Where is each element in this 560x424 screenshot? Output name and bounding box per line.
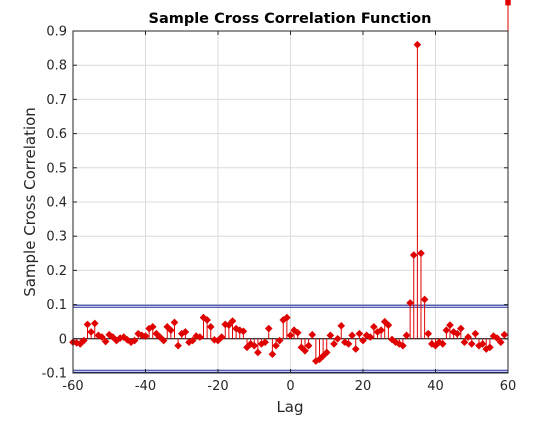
stem-marker	[457, 324, 465, 333]
stem-marker	[101, 337, 110, 346]
y-tick-label: 0.9	[46, 25, 67, 40]
y-tick-label: 0.1	[46, 298, 67, 313]
x-tick-label: -40	[135, 379, 156, 394]
y-tick-label: 0.7	[46, 93, 67, 108]
stem-marker	[344, 340, 353, 348]
stem-marker	[337, 321, 346, 330]
stem-marker	[80, 336, 88, 345]
stem-marker	[500, 330, 509, 339]
axis-ticks: -60 -40 -20 0 20 40 60 -0.1 0 0.1 0.2 0.3 0.4 0.5 0.6 0…	[42, 25, 517, 395]
stem-marker	[239, 327, 248, 336]
stem-marker	[322, 348, 331, 357]
stem-marker	[417, 249, 425, 258]
stem-marker	[446, 321, 454, 329]
y-tick-label: 0.4	[46, 196, 67, 211]
stem-marker	[453, 329, 462, 338]
stem-marker	[420, 295, 429, 304]
y-axis-label: Sample Cross Correlation	[21, 107, 39, 297]
y-tick-label: 0	[59, 332, 67, 347]
x-axis-label: Lag	[276, 398, 303, 416]
stem-marker	[442, 326, 451, 335]
stem-marker	[293, 328, 302, 337]
y-tick-label: 0.5	[46, 161, 67, 176]
stem-marker	[188, 336, 197, 345]
x-tick-label: 0	[286, 379, 294, 394]
stem-marker	[174, 341, 182, 350]
stem-marker	[167, 326, 175, 335]
stem-marker	[308, 330, 317, 339]
stem-marker	[351, 345, 360, 353]
stem-marker	[268, 350, 277, 359]
stem-marker	[301, 346, 309, 355]
stem-marker	[413, 40, 422, 49]
stem-marker	[409, 251, 418, 259]
stem-marker	[333, 334, 342, 343]
y-tick-label: 0.3	[46, 230, 67, 245]
stem-marker	[384, 321, 393, 329]
stem-marker	[496, 338, 505, 347]
stem-marker	[438, 340, 447, 348]
stem-marker	[359, 336, 367, 345]
chart-title: Sample Cross Correlation Function	[149, 11, 432, 27]
x-tick-label: -60	[62, 379, 83, 394]
stem-marker	[471, 329, 480, 338]
stem-marker	[406, 299, 414, 307]
stem-marker	[326, 331, 335, 340]
stem-marker	[424, 329, 433, 338]
stem-marker	[467, 340, 476, 348]
x-tick-label: 60	[500, 379, 517, 394]
stem-marker	[493, 334, 501, 342]
stem-marker	[264, 324, 273, 333]
stem-marker	[283, 313, 291, 322]
stems	[69, 0, 511, 365]
stem-marker	[83, 320, 92, 329]
stem-marker	[286, 331, 295, 340]
stem-marker	[206, 323, 215, 331]
stem-marker	[304, 341, 313, 350]
stem-marker	[377, 326, 385, 335]
x-tick-label: 20	[355, 379, 372, 394]
y-tick-label: -0.1	[42, 367, 67, 382]
y-tick-label: 0.2	[46, 264, 67, 279]
stem-marker	[460, 338, 469, 347]
stem-marker	[261, 338, 269, 347]
x-tick-label: 40	[427, 379, 444, 394]
stem-marker	[90, 319, 99, 328]
stem-marker	[355, 329, 364, 338]
stem-marker	[505, 0, 511, 6]
stem-marker	[87, 328, 95, 336]
stem-marker	[330, 340, 338, 348]
stem-marker	[254, 348, 262, 357]
y-tick-label: 0.6	[46, 127, 67, 142]
stem-marker	[170, 318, 179, 327]
stem-marker	[478, 340, 487, 348]
stem-marker	[399, 341, 407, 350]
stem-marker	[159, 336, 168, 345]
grid	[72, 30, 509, 374]
x-tick-label: -20	[207, 379, 228, 394]
stem-marker	[272, 341, 280, 350]
stem-marker	[402, 331, 411, 340]
stem-marker	[275, 336, 284, 345]
stem-marker	[464, 333, 472, 341]
stem-marker	[250, 341, 259, 350]
stem-marker	[486, 343, 494, 352]
stem-marker	[370, 323, 378, 331]
stem-marker	[348, 331, 356, 340]
y-tick-label: 0.8	[46, 59, 67, 74]
stem-marker	[130, 336, 139, 345]
stem-marker	[366, 333, 375, 341]
